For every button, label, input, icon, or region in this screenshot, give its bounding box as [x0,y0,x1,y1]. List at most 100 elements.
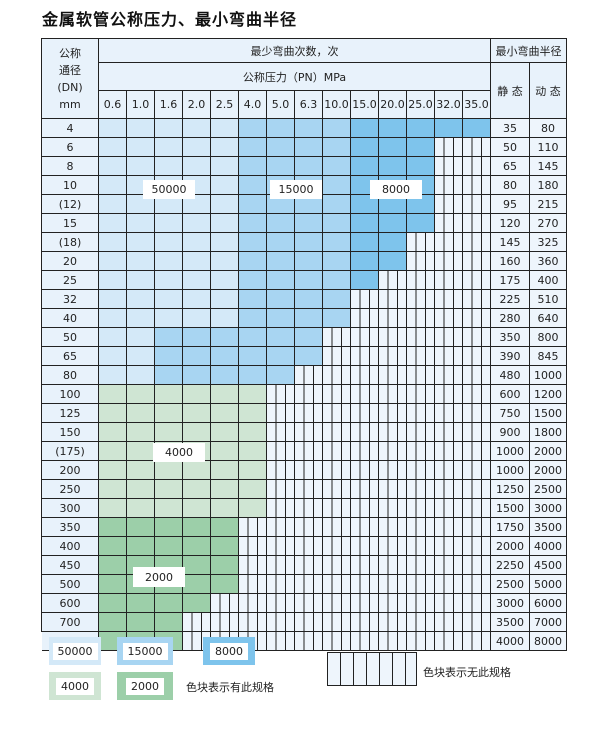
available-cell [267,347,295,366]
available-cell [267,214,295,233]
available-cell [211,423,239,442]
unavailable-cell [323,575,351,594]
unavailable-cell [407,480,435,499]
dynamic-radius-value: 145 [530,157,567,176]
dynamic-radius-value: 400 [530,271,567,290]
dynamic-radius-value: 3500 [530,518,567,537]
static-radius-value: 3500 [491,613,530,632]
unavailable-cell [407,575,435,594]
dn-header: 公称 通径 (DN) mm [42,39,99,119]
available-cell [155,214,183,233]
available-cell [407,214,435,233]
static-radius-value: 480 [491,366,530,385]
available-cell [211,499,239,518]
unavailable-cell [407,632,435,651]
available-cell [99,556,127,575]
available-cell [351,252,379,271]
unavailable-cell [379,404,407,423]
available-cell [211,461,239,480]
unavailable-cell [267,518,295,537]
available-cell [99,328,127,347]
unavailable-cell [379,499,407,518]
static-radius-value: 145 [491,233,530,252]
unavailable-cell [267,537,295,556]
available-cell [239,480,267,499]
unavailable-cell [267,385,295,404]
static-radius-value: 1000 [491,461,530,480]
unavailable-cell [351,290,379,309]
dynamic-radius-value: 845 [530,347,567,366]
unavailable-cell [267,575,295,594]
available-cell [379,138,407,157]
available-cell [295,157,323,176]
unavailable-cell [435,632,463,651]
unavailable-cell [463,157,491,176]
unavailable-cell [463,594,491,613]
static-radius-value: 350 [491,328,530,347]
available-cell [155,309,183,328]
dynamic-radius-value: 110 [530,138,567,157]
unavailable-cell [379,537,407,556]
unavailable-cell [267,461,295,480]
unavailable-cell [407,309,435,328]
available-cell [99,119,127,138]
unavailable-cell [323,594,351,613]
unavailable-cell [295,594,323,613]
dn-value: 20 [42,252,99,271]
available-cell [99,366,127,385]
available-cell [211,309,239,328]
unavailable-cell [435,233,463,252]
available-cell [155,195,183,214]
dn-value: 8 [42,157,99,176]
unavailable-cell [295,632,323,651]
available-cell [323,290,351,309]
available-cell [239,252,267,271]
available-cell [127,480,155,499]
unavailable-cell [351,423,379,442]
available-cell [155,271,183,290]
available-cell [99,594,127,613]
unavailable-cell [407,347,435,366]
unavailable-cell [267,594,295,613]
unavailable-cell [435,252,463,271]
static-radius-value: 80 [491,176,530,195]
unavailable-cell [435,271,463,290]
unavailable-cell [379,309,407,328]
legend-swatch-4000: 4000 [49,672,101,700]
unavailable-cell [435,309,463,328]
available-cell [127,404,155,423]
available-cell [295,138,323,157]
available-cell [267,157,295,176]
unavailable-cell [435,385,463,404]
unavailable-cell [407,461,435,480]
available-cell [127,138,155,157]
available-cell [183,537,211,556]
available-cell [127,442,155,461]
available-cell [267,328,295,347]
unavailable-cell [407,404,435,423]
available-cell [211,157,239,176]
unavailable-cell [295,461,323,480]
unavailable-cell [351,556,379,575]
available-cell [239,385,267,404]
unavailable-cell [351,575,379,594]
static-radius-value: 1000 [491,442,530,461]
static-radius-value: 175 [491,271,530,290]
available-cell [323,138,351,157]
unavailable-cell [323,480,351,499]
available-cell [155,480,183,499]
dynamic-radius-value: 1500 [530,404,567,423]
unavailable-cell [267,423,295,442]
available-cell [183,271,211,290]
legend-swatch-8000: 8000 [203,637,255,665]
unavailable-cell [295,499,323,518]
available-cell [323,233,351,252]
unavailable-cell [295,537,323,556]
region-label-50000: 50000 [143,180,195,199]
unavailable-cell [351,328,379,347]
unavailable-cell [351,499,379,518]
unavailable-cell [435,157,463,176]
unavailable-cell [379,290,407,309]
available-cell [99,499,127,518]
available-cell [99,347,127,366]
